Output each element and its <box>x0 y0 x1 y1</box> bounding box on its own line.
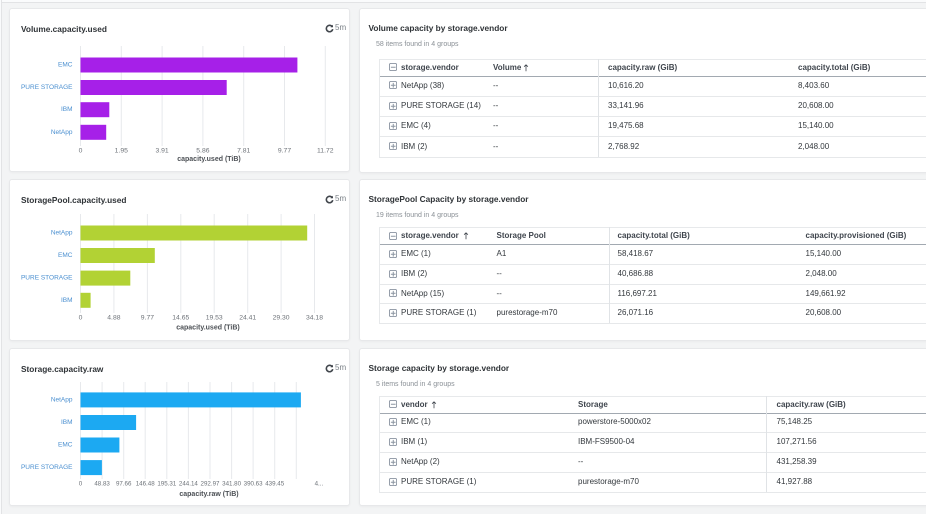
svg-text:11.72: 11.72 <box>317 148 334 155</box>
svg-text:390.63: 390.63 <box>244 480 263 487</box>
svg-text:7.81: 7.81 <box>237 148 250 155</box>
svg-text:439.45: 439.45 <box>265 480 284 487</box>
svg-text:capacity.used (TiB): capacity.used (TiB) <box>176 325 240 332</box>
svg-text:EMC: EMC <box>58 442 73 449</box>
svg-text:0: 0 <box>79 148 83 155</box>
svg-text:146.48: 146.48 <box>136 480 155 487</box>
svg-text:EMC: EMC <box>58 62 73 69</box>
svg-text:NetApp: NetApp <box>51 129 73 136</box>
svg-text:244.14: 244.14 <box>179 480 198 487</box>
svg-text:29.30: 29.30 <box>273 315 290 322</box>
svg-text:9.77: 9.77 <box>141 315 154 322</box>
svg-text:0: 0 <box>79 315 83 322</box>
svg-text:PURE STORAGE: PURE STORAGE <box>21 84 73 91</box>
svg-text:9.77: 9.77 <box>278 148 291 155</box>
svg-text:IBM: IBM <box>61 419 73 426</box>
svg-text:14.65: 14.65 <box>172 315 189 322</box>
svg-text:capacity.raw (TiB): capacity.raw (TiB) <box>179 491 238 498</box>
svg-text:4...: 4... <box>315 480 324 487</box>
svg-text:34.18: 34.18 <box>306 315 323 322</box>
svg-text:24.41: 24.41 <box>239 315 256 322</box>
svg-text:19.53: 19.53 <box>206 315 223 322</box>
svg-text:97.66: 97.66 <box>116 480 132 487</box>
svg-text:1.95: 1.95 <box>115 148 128 155</box>
svg-text:4.88: 4.88 <box>107 315 120 322</box>
svg-text:3.91: 3.91 <box>155 148 168 155</box>
svg-text:48.83: 48.83 <box>94 480 110 487</box>
svg-text:IBM: IBM <box>61 106 73 113</box>
svg-text:PURE STORAGE: PURE STORAGE <box>21 275 73 282</box>
svg-text:292.97: 292.97 <box>201 480 220 487</box>
svg-text:NetApp: NetApp <box>51 230 73 237</box>
svg-text:NetApp: NetApp <box>51 396 73 403</box>
svg-text:5.86: 5.86 <box>196 148 209 155</box>
svg-text:0: 0 <box>79 480 83 487</box>
svg-text:EMC: EMC <box>58 252 73 259</box>
svg-text:195.31: 195.31 <box>157 480 176 487</box>
svg-text:capacity.used (TiB): capacity.used (TiB) <box>177 156 241 163</box>
svg-text:341.80: 341.80 <box>222 480 241 487</box>
svg-text:PURE STORAGE: PURE STORAGE <box>21 464 73 471</box>
svg-text:IBM: IBM <box>61 297 73 304</box>
